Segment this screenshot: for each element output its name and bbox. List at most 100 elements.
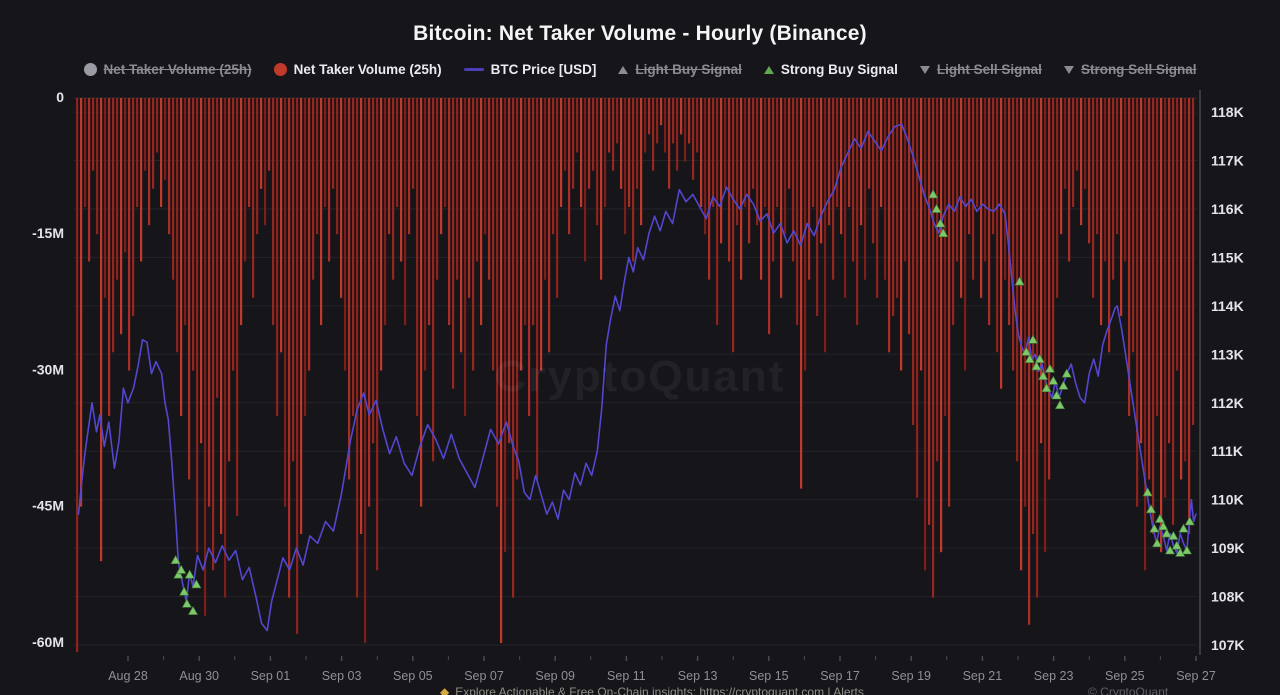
volume-bar	[936, 98, 939, 462]
volume-bar	[344, 98, 347, 371]
volume-bar	[732, 98, 735, 353]
right-axis-label: 112K	[1211, 395, 1244, 411]
volume-bar	[608, 98, 611, 153]
volume-bar	[236, 98, 239, 516]
volume-bar	[376, 98, 379, 571]
x-axis-label: Aug 28	[108, 669, 148, 683]
volume-bar	[948, 98, 951, 507]
volume-bar	[1100, 98, 1103, 326]
volume-bar	[196, 98, 199, 553]
volume-bar	[384, 98, 387, 326]
volume-bar	[360, 98, 363, 534]
right-axis-label: 118K	[1211, 104, 1244, 120]
volume-bar	[1128, 98, 1131, 416]
volume-bar	[1096, 98, 1099, 235]
volume-bar	[1184, 98, 1187, 462]
volume-bar	[740, 98, 743, 280]
volume-bar	[288, 98, 291, 598]
volume-bar	[892, 98, 895, 316]
legend-tri-up-marker	[618, 65, 629, 74]
volume-bar	[804, 98, 807, 371]
volume-bar	[568, 98, 571, 235]
volume-bar	[1024, 98, 1027, 507]
diamond-icon: ◆	[440, 685, 450, 695]
strong-buy-signal-marker	[1149, 523, 1160, 533]
volume-bar	[488, 98, 491, 280]
volume-bar	[980, 98, 983, 298]
volume-bar	[100, 98, 103, 562]
volume-bar	[248, 98, 251, 207]
volume-bar	[1160, 98, 1163, 553]
legend-item-3-light-buy-signal[interactable]: Light Buy Signal	[618, 62, 742, 77]
volume-bar	[688, 98, 691, 144]
volume-bar	[352, 98, 355, 416]
volume-bar	[1056, 98, 1059, 298]
volume-bar	[996, 98, 999, 353]
volume-bar	[852, 98, 855, 262]
volume-bar	[192, 98, 195, 371]
volume-bar	[988, 98, 991, 326]
strong-buy-signal-marker	[1054, 400, 1066, 409]
legend-item-4-strong-buy-signal[interactable]: Strong Buy Signal	[763, 62, 898, 77]
volume-bar	[356, 98, 359, 598]
volume-bar	[1112, 98, 1115, 280]
volume-bar	[300, 98, 303, 534]
volume-bar	[264, 98, 267, 226]
volume-bar	[728, 98, 731, 262]
volume-bar	[1048, 98, 1051, 480]
legend-item-0-net-taker-volume-25h-[interactable]: Net Taker Volume (25h)	[83, 62, 252, 77]
volume-bar	[480, 98, 483, 326]
volume-bar	[1052, 98, 1055, 371]
strong-buy-signal-marker	[1038, 370, 1049, 380]
volume-bar	[968, 98, 971, 235]
legend-item-5-light-sell-signal[interactable]: Light Sell Signal	[919, 62, 1042, 77]
strong-buy-signal-marker	[1175, 547, 1186, 557]
legend-label: Net Taker Volume (25h)	[293, 62, 442, 77]
strong-buy-signal-marker	[1014, 276, 1025, 286]
strong-buy-signal-marker	[1164, 545, 1176, 555]
volume-bar	[540, 98, 543, 371]
volume-bar	[700, 98, 703, 207]
volume-bar	[372, 98, 375, 444]
volume-bar	[1132, 98, 1135, 353]
x-axis-labels: Aug 28 Aug 30 Sep 01 Sep 03 Sep 05 Sep 07 Sep …	[108, 656, 1216, 683]
x-axis-label: Aug 30	[179, 669, 219, 683]
volume-bar	[736, 98, 739, 226]
volume-bar	[204, 98, 207, 616]
volume-bar	[532, 98, 535, 326]
x-axis-label: Sep 15	[749, 669, 789, 683]
volume-bar	[992, 98, 995, 235]
volume-bar	[580, 98, 583, 207]
volume-bar	[468, 98, 471, 298]
volume-bar	[748, 98, 751, 244]
volume-bar	[940, 98, 943, 553]
volume-bar	[600, 98, 603, 280]
volume-bar	[576, 98, 579, 153]
strong-buy-signal-marker	[1044, 363, 1055, 373]
legend-circle-marker	[273, 63, 287, 76]
legend-item-1-net-taker-volume-25h-[interactable]: Net Taker Volume (25h)	[273, 62, 442, 77]
volume-bar	[772, 98, 775, 262]
volume-bar	[124, 98, 127, 253]
volume-bar	[676, 98, 679, 171]
volume-bar	[128, 98, 131, 371]
volume-bar	[420, 98, 423, 507]
legend-item-6-strong-sell-signal[interactable]: Strong Sell Signal	[1063, 62, 1196, 77]
net-taker-volume-bars	[76, 98, 1195, 653]
volume-bar	[788, 98, 791, 189]
volume-bar	[172, 98, 175, 280]
volume-bar	[708, 98, 711, 280]
volume-bar	[1000, 98, 1003, 389]
strong-buy-signal-marker	[1058, 380, 1069, 390]
x-axis-label: Sep 11	[607, 669, 646, 683]
strong-buy-signal-marker	[187, 605, 199, 615]
right-axis-labels: 118K 117K 116K 115K 114K 113K 112K 111K 110K 109K…	[1211, 104, 1244, 653]
volume-bar	[624, 98, 627, 235]
volume-bar	[424, 98, 427, 371]
strong-buy-signal-marker	[179, 586, 190, 596]
volume-bar	[816, 98, 819, 316]
x-axis-label: Sep 09	[535, 669, 575, 683]
volume-bar	[552, 98, 555, 235]
legend-item-2-btc-price-usd-[interactable]: BTC Price [USD]	[463, 62, 596, 77]
